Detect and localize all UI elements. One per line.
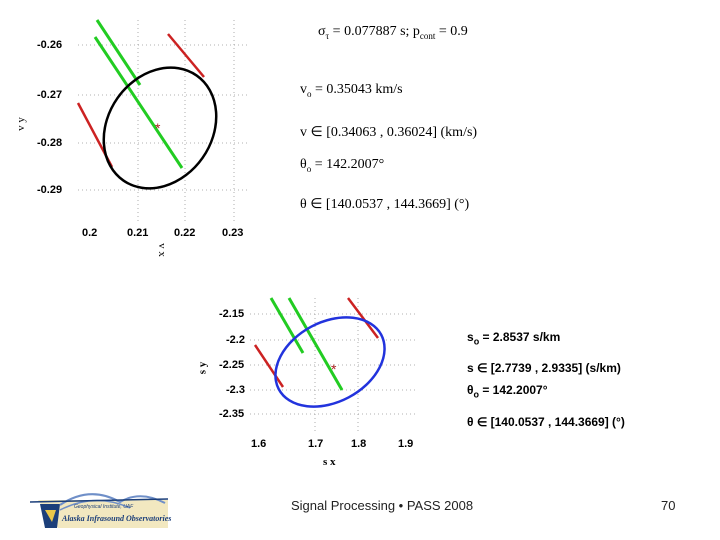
bottom-x-tick: 1.7	[308, 438, 324, 450]
page-number: 70	[661, 498, 676, 513]
top-red-line-1	[167, 33, 205, 78]
bottom-y-tick: -2.15	[219, 308, 245, 320]
bottom-center-marker: *	[331, 361, 337, 377]
top-x-tick: 0.23	[222, 227, 244, 239]
top-green-line-1	[95, 19, 142, 86]
top-equation-velocity-range: v ∈ [0.34063 , 0.36024] (km/s)	[300, 125, 478, 140]
bottom-y-tick: -2.25	[219, 359, 245, 371]
logo-text-observatories: Alaska Infrasound Observatories	[62, 514, 172, 523]
top-equation-theta-range: θ ∈ [140.0537 , 144.3669] (°)	[300, 197, 470, 212]
top-green-line-2	[93, 36, 184, 169]
top-y-axis-label: v y	[14, 117, 27, 131]
top-x-tick: 0.21	[127, 227, 149, 239]
observatory-logo-icon	[29, 493, 169, 528]
top-y-tick: -0.28	[37, 137, 63, 149]
bottom-y-axis-label: s y	[196, 361, 209, 375]
top-confidence-ellipse	[102, 66, 218, 190]
top-equation-velocity: vo = 0.35043 km/s	[300, 82, 403, 99]
bottom-x-tick: 1.8	[351, 438, 367, 450]
bottom-y-tick: -2.35	[219, 408, 245, 420]
bottom-green-line-1	[269, 297, 305, 354]
top-x-tick: 0.2	[82, 227, 98, 239]
bottom-equation-slowness: so = 2.8537 s/km	[467, 330, 561, 347]
bottom-grid	[250, 298, 415, 433]
top-equation-theta: θo = 142.2007°	[300, 157, 385, 174]
bottom-x-tick: 1.9	[398, 438, 414, 450]
footer-title: Signal Processing • PASS 2008	[291, 498, 474, 513]
top-y-tick: -0.26	[37, 39, 63, 51]
top-y-tick: -0.27	[37, 89, 63, 101]
top-y-tick: -0.29	[37, 184, 63, 196]
bottom-confidence-ellipse	[274, 316, 386, 408]
bottom-equation-slowness-range: s ∈ [2.7739 , 2.9335] (s/km)	[467, 361, 621, 375]
top-center-marker: *	[155, 120, 161, 136]
bottom-y-tick: -2.3	[226, 384, 245, 396]
bottom-red-line-2	[253, 344, 285, 388]
top-x-tick: 0.22	[174, 227, 196, 239]
bottom-y-tick: -2.2	[226, 334, 245, 346]
top-x-axis-label: v x	[155, 243, 168, 257]
bottom-x-axis-label: s x	[323, 456, 336, 468]
top-equation-sigma: στ = 0.077887 s; pcont = 0.9	[318, 24, 468, 41]
bottom-x-tick: 1.6	[251, 438, 267, 450]
logo-text-institute: Geophysical Institute, UAF	[74, 504, 134, 510]
bottom-equation-theta-range: θ ∈ [140.0537 , 144.3669] (°)	[467, 415, 625, 429]
bottom-red-line-1	[347, 297, 379, 339]
bottom-green-line-2	[287, 297, 344, 391]
bottom-equation-theta: θo = 142.2007°	[467, 383, 548, 400]
